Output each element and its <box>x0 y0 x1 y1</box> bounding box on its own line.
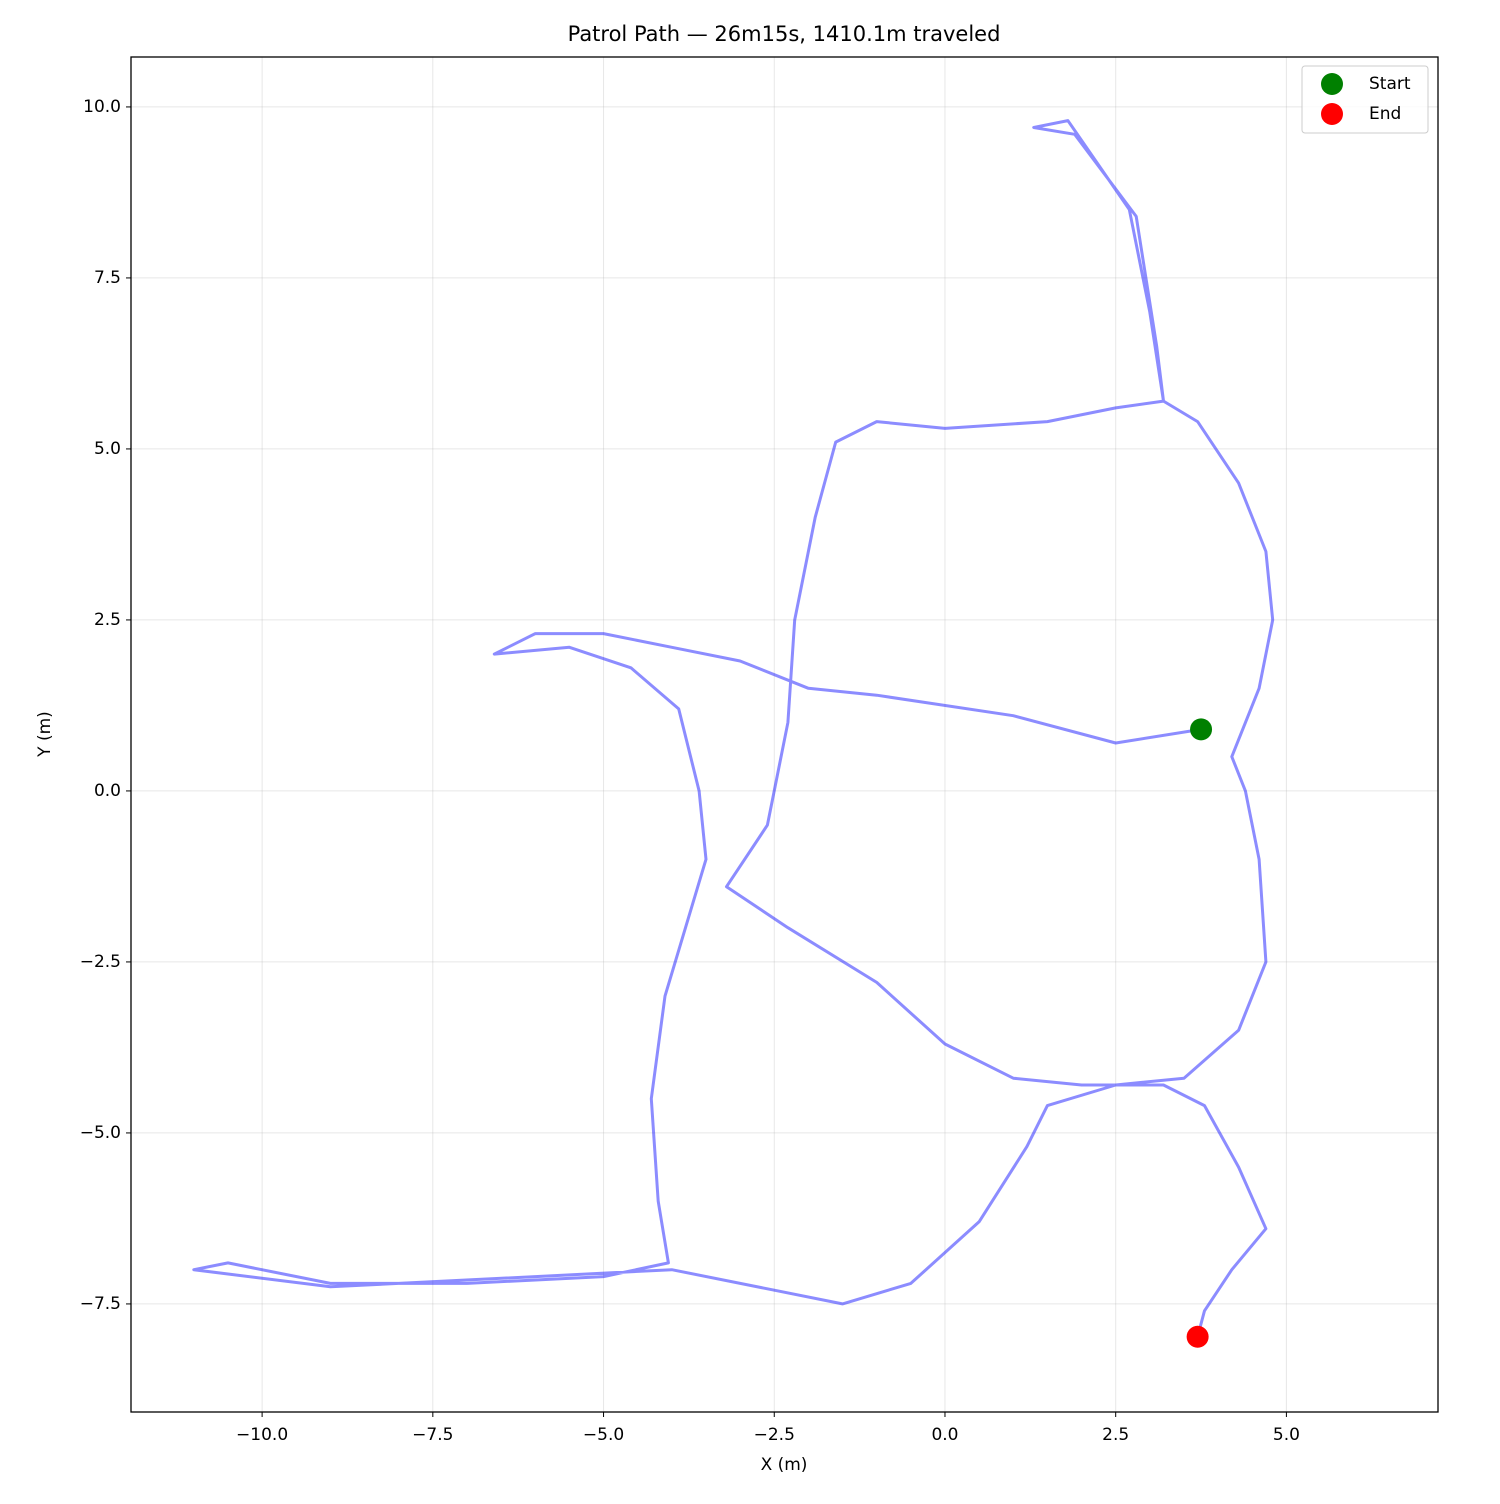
patrol-path <box>192 119 1275 1338</box>
y-tick-label: 10.0 <box>83 97 121 117</box>
chart-title: Patrol Path — 26m15s, 1410.1m traveled <box>568 22 1001 46</box>
x-tick-label: 5.0 <box>1273 1425 1300 1445</box>
x-tick-label: 2.5 <box>1102 1425 1129 1445</box>
y-tick-label: 0.0 <box>94 781 121 801</box>
y-tick-label: 7.5 <box>94 268 121 288</box>
x-tick-label: −7.5 <box>412 1425 453 1445</box>
marker-point <box>1190 718 1213 741</box>
x-axis-label: X (m) <box>761 1455 808 1475</box>
y-tick-label: 2.5 <box>94 610 121 630</box>
y-axis-label: Y (m) <box>35 711 55 758</box>
x-tick-label: −2.5 <box>754 1425 795 1445</box>
legend-marker <box>1321 103 1343 125</box>
marker-point <box>1186 1325 1209 1348</box>
y-tick-label: 5.0 <box>94 439 121 459</box>
legend-marker <box>1321 73 1343 95</box>
y-tick-label: −2.5 <box>80 952 121 972</box>
x-tick-label: −10.0 <box>236 1425 288 1445</box>
y-tick-label: −7.5 <box>80 1294 121 1314</box>
legend-label: End <box>1369 104 1401 124</box>
x-tick-label: 0.0 <box>931 1425 958 1445</box>
y-tick-label: −5.0 <box>80 1123 121 1143</box>
x-tick-label: −5.0 <box>583 1425 624 1445</box>
plot-frame <box>130 56 1439 1413</box>
legend-label: Start <box>1369 74 1411 94</box>
